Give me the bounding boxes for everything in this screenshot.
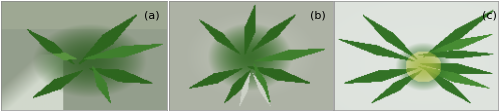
Text: (b): (b) (310, 10, 326, 20)
Text: (a): (a) (144, 10, 160, 20)
Text: (c): (c) (482, 10, 496, 20)
